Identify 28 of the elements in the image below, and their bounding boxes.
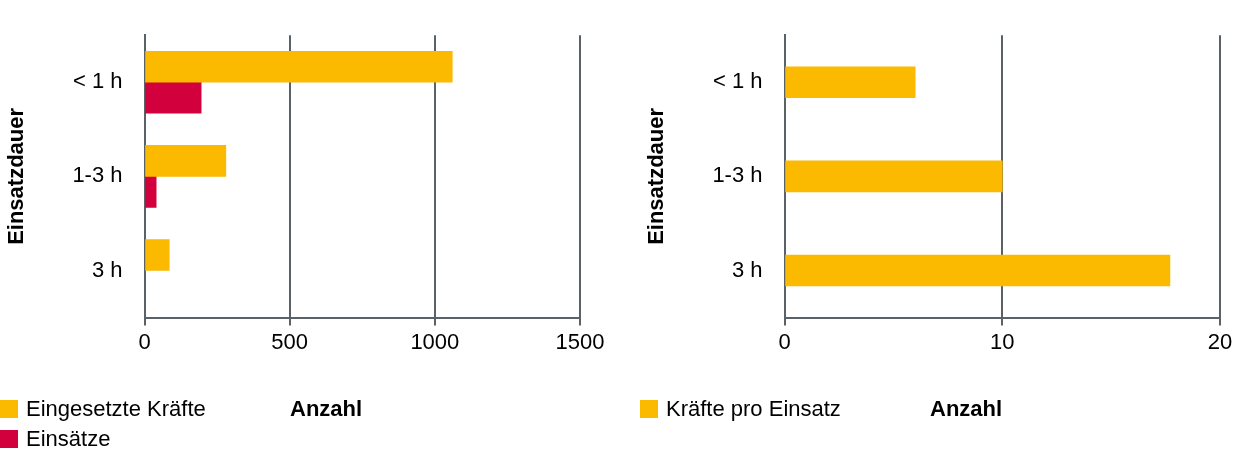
bar [145, 176, 157, 208]
y-tick-label: < 1 h [713, 68, 763, 94]
x-tick-label: 10 [990, 328, 1015, 354]
y-tick-label: 1-3 h [712, 162, 763, 188]
y-tick-label: < 1 h [73, 68, 123, 94]
bar [145, 239, 170, 271]
bar [785, 66, 916, 99]
y-axis-title: Einsatzdauer [3, 107, 29, 245]
x-tick-label: 500 [271, 328, 309, 354]
x-tick-label: 1500 [555, 328, 605, 354]
x-tick-label: 20 [1207, 328, 1233, 354]
x-axis-title: Anzahl [930, 396, 1003, 422]
bar [145, 50, 453, 83]
bar [145, 81, 202, 114]
y-tick-label: 3 h [731, 256, 763, 282]
bar [145, 145, 227, 177]
legend-label: Kräfte pro Einsatz [666, 396, 841, 422]
x-tick-label: 0 [138, 328, 151, 354]
x-tick-label: 0 [778, 328, 791, 354]
bar [785, 254, 1171, 287]
legend-label: Eingesetzte Kräfte [26, 396, 206, 422]
bar [785, 160, 1003, 193]
x-axis-title: Anzahl [290, 396, 363, 422]
legend-label: Einsätze [26, 426, 111, 452]
y-tick-label: 1-3 h [72, 162, 123, 188]
x-tick-label: 1000 [410, 328, 460, 354]
y-tick-label: 3 h [91, 256, 123, 282]
y-axis-title: Einsatzdauer [643, 107, 669, 245]
